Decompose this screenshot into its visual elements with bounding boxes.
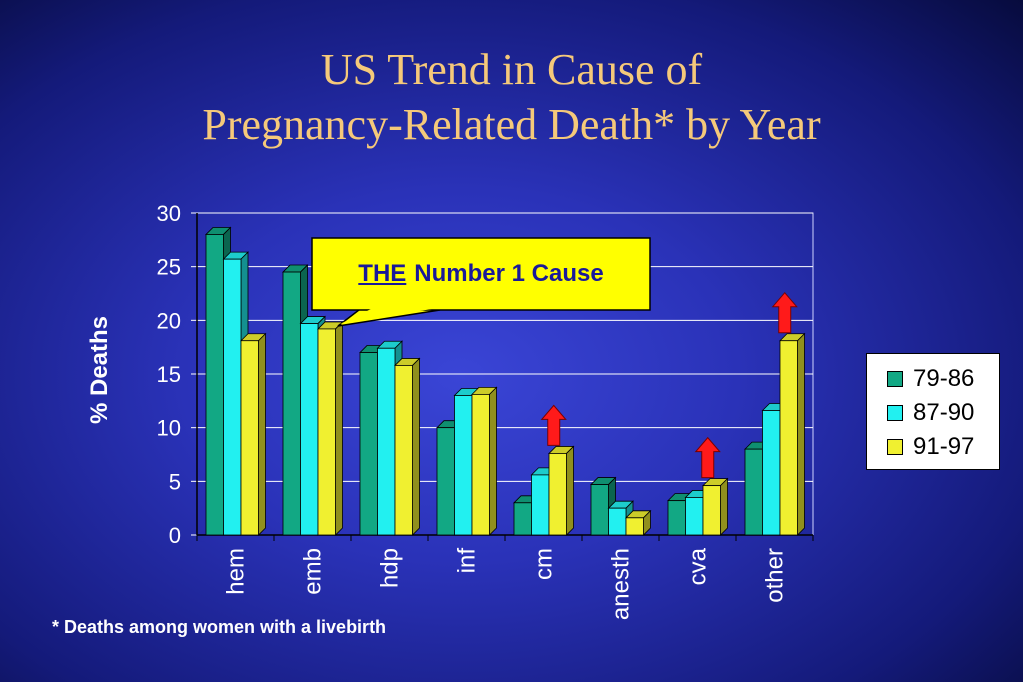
bar-cva-79-86	[667, 500, 686, 536]
bar-hdp-91-97	[394, 365, 413, 536]
x-tick-label: cva	[685, 547, 712, 585]
legend-label: 79-86	[913, 365, 975, 392]
title-line-1: US Trend in Cause of	[320, 45, 703, 94]
bar-cm-87-90	[531, 474, 550, 536]
bar-inf-91-97	[471, 393, 490, 536]
arrow-shape	[771, 291, 798, 334]
bar-side	[412, 357, 420, 536]
footnote: * Deaths among women with a livebirth	[52, 617, 387, 637]
y-tick-label: 5	[169, 469, 181, 494]
y-tick-label: 25	[157, 255, 181, 280]
x-tick-label: cm	[531, 548, 558, 580]
bar-other-87-90	[762, 410, 781, 536]
legend: 79-86 87-90 91-97	[866, 353, 1000, 470]
x-tick-label: inf	[454, 548, 481, 574]
legend-item: 79-86	[887, 362, 999, 396]
callout-label: THE Number 1 Cause	[312, 238, 650, 310]
bar-other-91-97	[779, 340, 798, 536]
arrow-shape	[694, 436, 721, 479]
bar-anesth-91-97	[625, 517, 644, 536]
y-tick-label: 20	[157, 308, 181, 333]
callout-emphasis: THE	[358, 260, 407, 287]
legend-item: 91-97	[887, 430, 999, 464]
bar-anesth-87-90	[608, 507, 627, 536]
x-tick-label: other	[762, 548, 789, 603]
y-tick-label: 0	[169, 523, 181, 548]
legend-label: 91-97	[913, 433, 975, 460]
bar-emb-91-97	[317, 328, 336, 536]
y-tick-label: 30	[157, 201, 181, 226]
bar-inf-87-90	[454, 395, 473, 536]
y-tick-label: 10	[157, 416, 181, 441]
bar-emb-79-86	[282, 271, 301, 536]
chart-title: US Trend in Cause of Pregnancy-Related D…	[0, 42, 1023, 152]
increase-arrow-icon	[771, 291, 798, 334]
bar-cva-87-90	[685, 497, 704, 536]
bar-hem-91-97	[240, 340, 259, 536]
callout-pointer-fill	[340, 308, 438, 324]
x-tick-label: emb	[300, 548, 327, 595]
bar-side	[489, 386, 497, 536]
y-axis-label: % Deaths	[86, 315, 113, 425]
increase-arrow-icon	[540, 404, 567, 446]
bar-inf-79-86	[436, 427, 455, 536]
legend-label: 87-90	[913, 399, 975, 426]
bar-other-79-86	[744, 448, 763, 536]
callout-text: Number 1 Cause	[414, 260, 604, 287]
legend-swatch-79-86	[887, 371, 903, 387]
bar-side	[720, 477, 728, 536]
bar-emb-87-90	[300, 323, 319, 536]
bar-hem-79-86	[205, 234, 224, 536]
x-tick-label: anesth	[608, 548, 635, 620]
legend-item: 87-90	[887, 396, 999, 430]
callout-box	[311, 237, 651, 311]
bar-side	[258, 332, 266, 536]
bar-cm-79-86	[513, 502, 532, 536]
legend-swatch-87-90	[887, 405, 903, 421]
x-tick-label: hem	[223, 548, 250, 595]
bar-side	[566, 445, 574, 536]
arrow-shape	[540, 404, 567, 446]
bar-hdp-79-86	[359, 352, 378, 536]
title-line-2: Pregnancy-Related Death* by Year	[202, 100, 821, 149]
bar-hem-87-90	[223, 258, 242, 536]
bar-side	[797, 332, 805, 536]
increase-arrow-icon	[694, 436, 721, 479]
bar-side	[335, 320, 343, 536]
bar-cva-91-97	[702, 485, 721, 536]
bar-hdp-87-90	[377, 347, 396, 536]
bar-cm-91-97	[548, 453, 567, 536]
bar-anesth-79-86	[590, 484, 609, 536]
legend-swatch-91-97	[887, 439, 903, 455]
x-tick-label: hdp	[377, 548, 404, 588]
y-tick-label: 15	[157, 362, 181, 387]
